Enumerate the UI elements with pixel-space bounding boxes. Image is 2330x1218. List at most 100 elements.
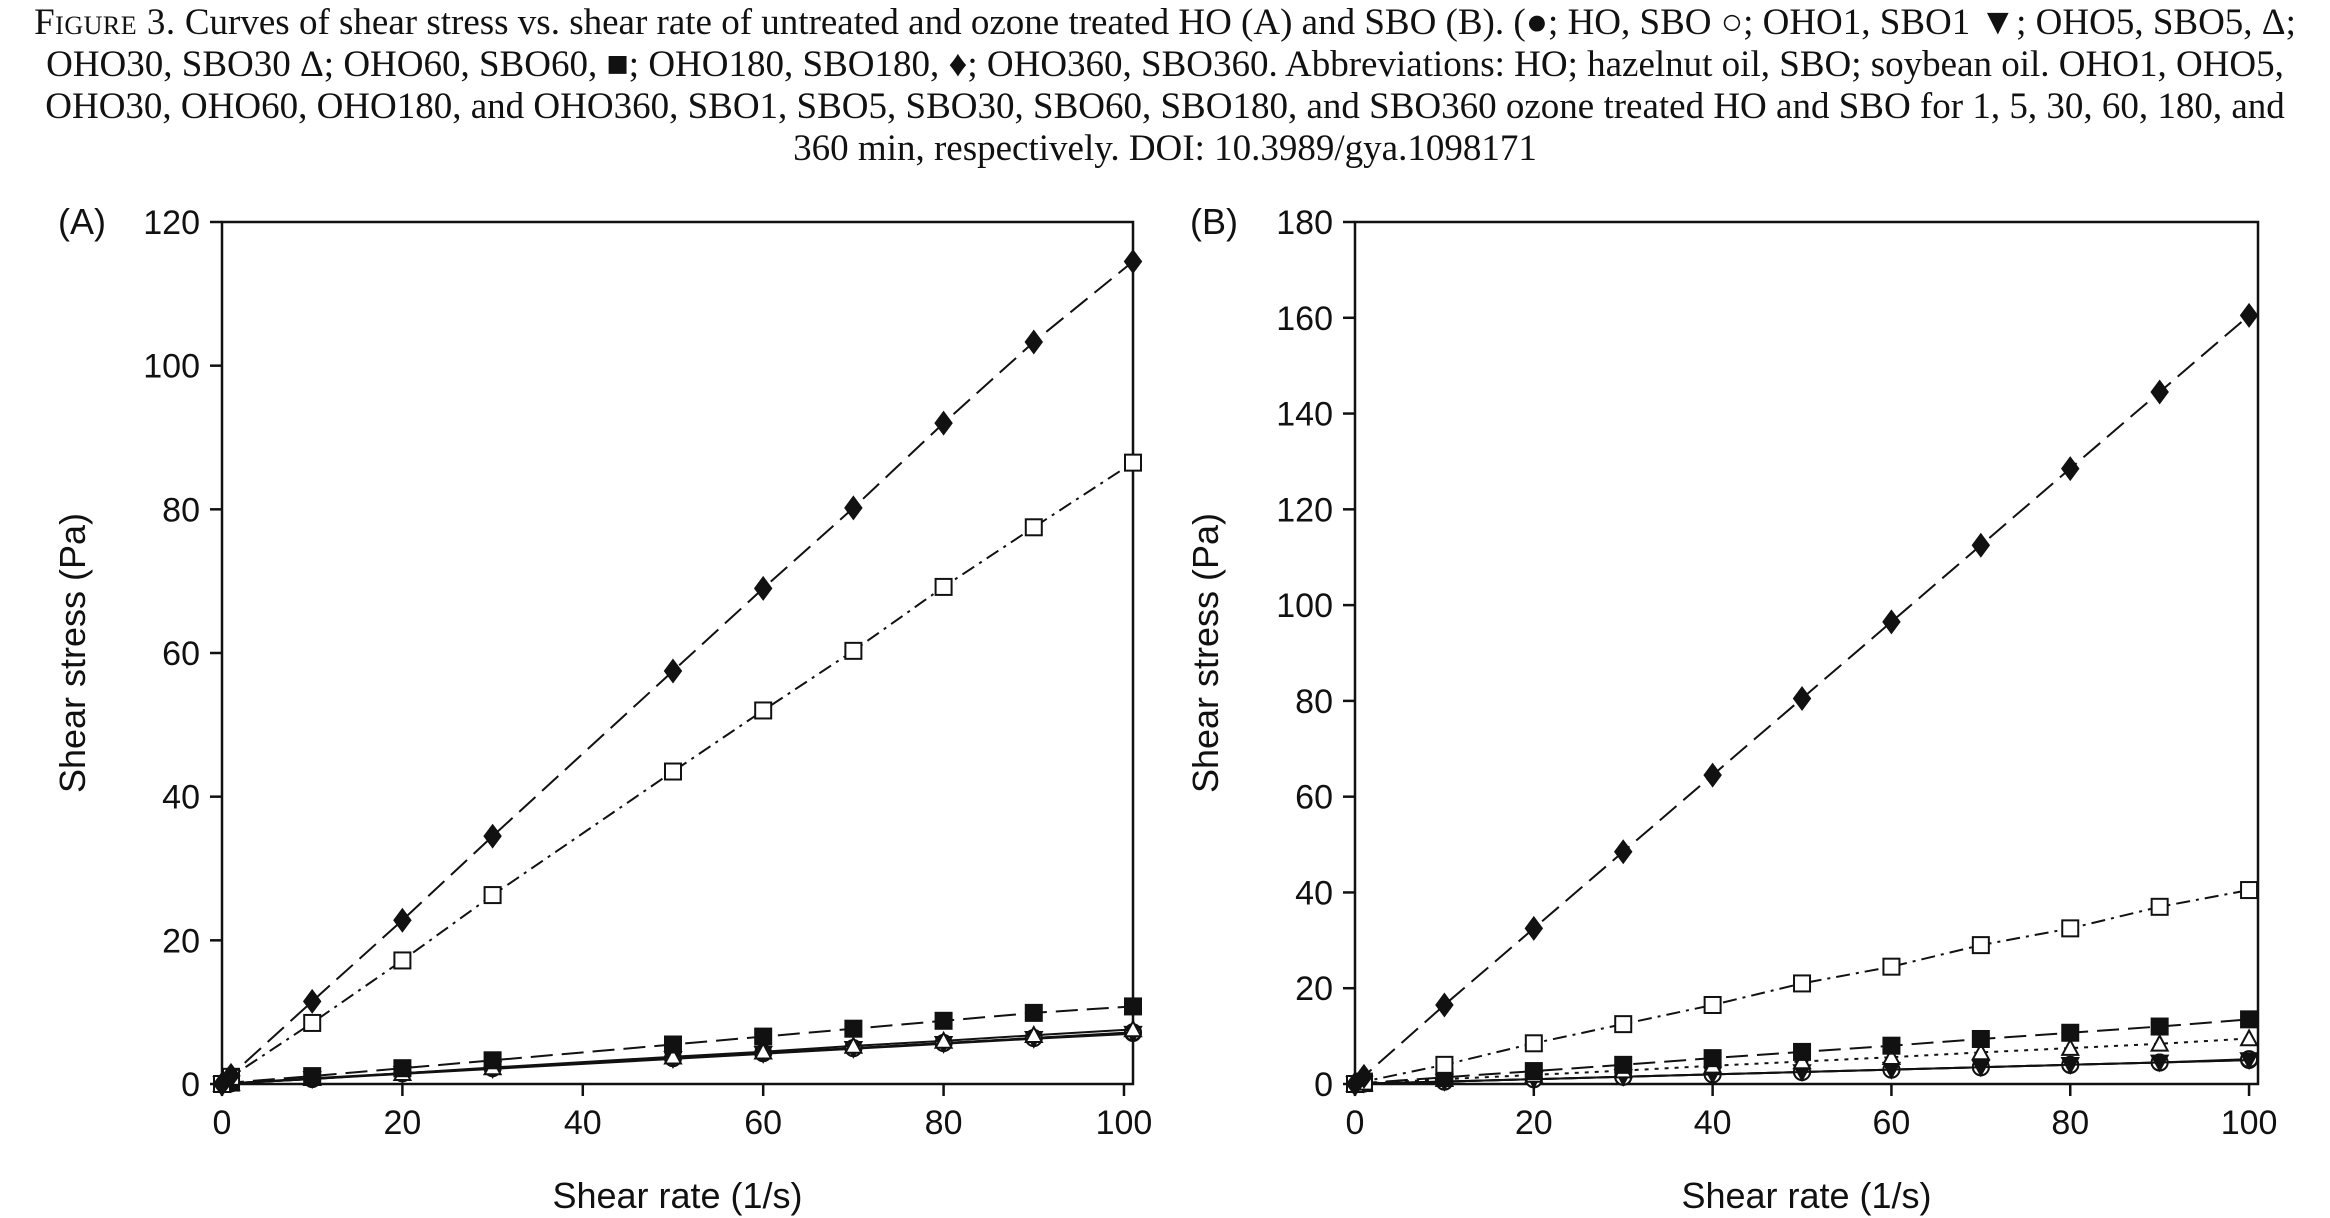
data-point — [1123, 249, 1143, 274]
x-tick-label: 20 — [1515, 1104, 1553, 1142]
data-point — [934, 1011, 953, 1030]
data-point — [1703, 1049, 1722, 1068]
chart-panel-b: 0 20 40 60 80 100 120 140 160 180 0 20 40 60 80 100 Shea… — [1185, 201, 2277, 1216]
data-point — [1971, 1042, 1991, 1061]
data-point — [1124, 453, 1142, 472]
data-point — [393, 951, 412, 970]
data-point — [1971, 532, 1991, 558]
chart-panel-a: 0 20 40 60 80 100 120 0 20 40 60 80 100 Shear rate (1… — [52, 201, 1152, 1216]
data-point — [1793, 1042, 1812, 1061]
data-point — [1354, 1063, 1374, 1089]
data-point — [1524, 1062, 1543, 1081]
x-tick-label: 40 — [564, 1104, 602, 1142]
y-tick-label: 60 — [1295, 779, 1333, 817]
y-tick-label: 180 — [1276, 204, 1333, 242]
y-tick-label: 40 — [162, 779, 200, 817]
data-point — [1614, 1015, 1633, 1034]
data-point — [2150, 379, 2169, 405]
panel-label: (B) — [1190, 201, 1238, 242]
data-point — [483, 1051, 502, 1070]
y-axis-label: Shear stress (Pa) — [52, 513, 93, 793]
data-point — [1793, 974, 1812, 993]
x-tick-label: 80 — [925, 1104, 963, 1142]
data-point — [2150, 897, 2169, 916]
y-tick-label: 0 — [181, 1066, 200, 1104]
series-line — [1354, 314, 2250, 1085]
series-4 — [212, 1019, 1143, 1092]
data-point — [663, 1035, 682, 1054]
series-6 — [213, 453, 1142, 1093]
data-point — [1024, 518, 1043, 537]
y-tick-label: 20 — [1295, 970, 1333, 1008]
y-axis-label: Shear stress (Pa) — [1185, 513, 1226, 793]
figure-caption: Figure 3. Curves of shear stress vs. she… — [20, 2, 2310, 170]
series-line — [1354, 1059, 2250, 1085]
data-point — [2150, 1017, 2169, 1036]
plot-frame — [220, 220, 1135, 1086]
data-point — [1882, 957, 1901, 976]
x-tick-label: 100 — [2221, 1104, 2278, 1142]
data-point — [933, 1030, 954, 1049]
data-point — [663, 658, 683, 684]
data-point — [843, 1035, 864, 1054]
x-tick-label: 60 — [1873, 1104, 1911, 1142]
data-point — [2239, 1028, 2259, 1047]
data-point — [483, 823, 502, 849]
y-tick-label: 120 — [143, 204, 200, 242]
caption-text: Curves of shear stress vs. shear rate of… — [45, 2, 2296, 169]
y-tick-label: 80 — [162, 491, 200, 529]
data-point — [1123, 1019, 1143, 1038]
data-point — [753, 1041, 773, 1060]
series-7 — [1345, 302, 2259, 1097]
data-point — [934, 577, 953, 596]
data-point — [753, 575, 773, 601]
y-tick-label: 0 — [1314, 1066, 1333, 1104]
x-tick-label: 20 — [383, 1104, 421, 1142]
data-point — [393, 1059, 412, 1078]
data-point — [1024, 1025, 1044, 1043]
y-tick-label: 80 — [1295, 683, 1333, 721]
data-point — [2060, 1037, 2080, 1056]
caption-label: Figure 3. — [34, 2, 176, 43]
plot-frame — [1353, 220, 2260, 1086]
panel-label: (A) — [58, 201, 106, 242]
data-point — [1881, 1047, 1902, 1065]
data-point — [1882, 1036, 1901, 1055]
data-point — [1024, 1003, 1043, 1022]
series-5 — [213, 997, 1142, 1093]
series-line — [1354, 889, 2250, 1085]
data-point — [2239, 302, 2259, 328]
series-line — [1354, 1018, 2250, 1085]
data-point — [2240, 1010, 2259, 1029]
y-tick-label: 40 — [1295, 874, 1333, 912]
data-point — [1971, 1059, 1991, 1078]
y-tick-label: 100 — [1276, 587, 1333, 625]
data-point — [1703, 762, 1722, 788]
data-point — [1024, 329, 1044, 355]
data-point — [663, 762, 682, 781]
series-6 — [1346, 881, 2259, 1093]
data-point — [483, 886, 502, 905]
data-point — [1613, 839, 1633, 865]
series-line — [221, 461, 1134, 1085]
data-point — [1971, 1029, 1990, 1048]
series-7 — [212, 249, 1143, 1097]
data-point — [844, 495, 863, 521]
data-point — [1435, 1055, 1454, 1074]
data-point — [1435, 992, 1454, 1018]
data-point — [221, 1062, 241, 1088]
data-point — [1524, 915, 1544, 941]
data-point — [2239, 1052, 2259, 1071]
data-point — [303, 1013, 322, 1032]
data-point — [1971, 936, 1990, 955]
x-tick-label: 100 — [1096, 1104, 1153, 1142]
data-point — [1524, 1034, 1543, 1053]
y-tick-label: 160 — [1276, 300, 1333, 338]
data-point — [303, 1067, 322, 1086]
data-point — [934, 410, 953, 436]
y-tick-label: 100 — [143, 348, 200, 386]
y-tick-label: 140 — [1276, 396, 1333, 434]
data-point — [1124, 997, 1142, 1016]
data-point — [1703, 995, 1722, 1014]
